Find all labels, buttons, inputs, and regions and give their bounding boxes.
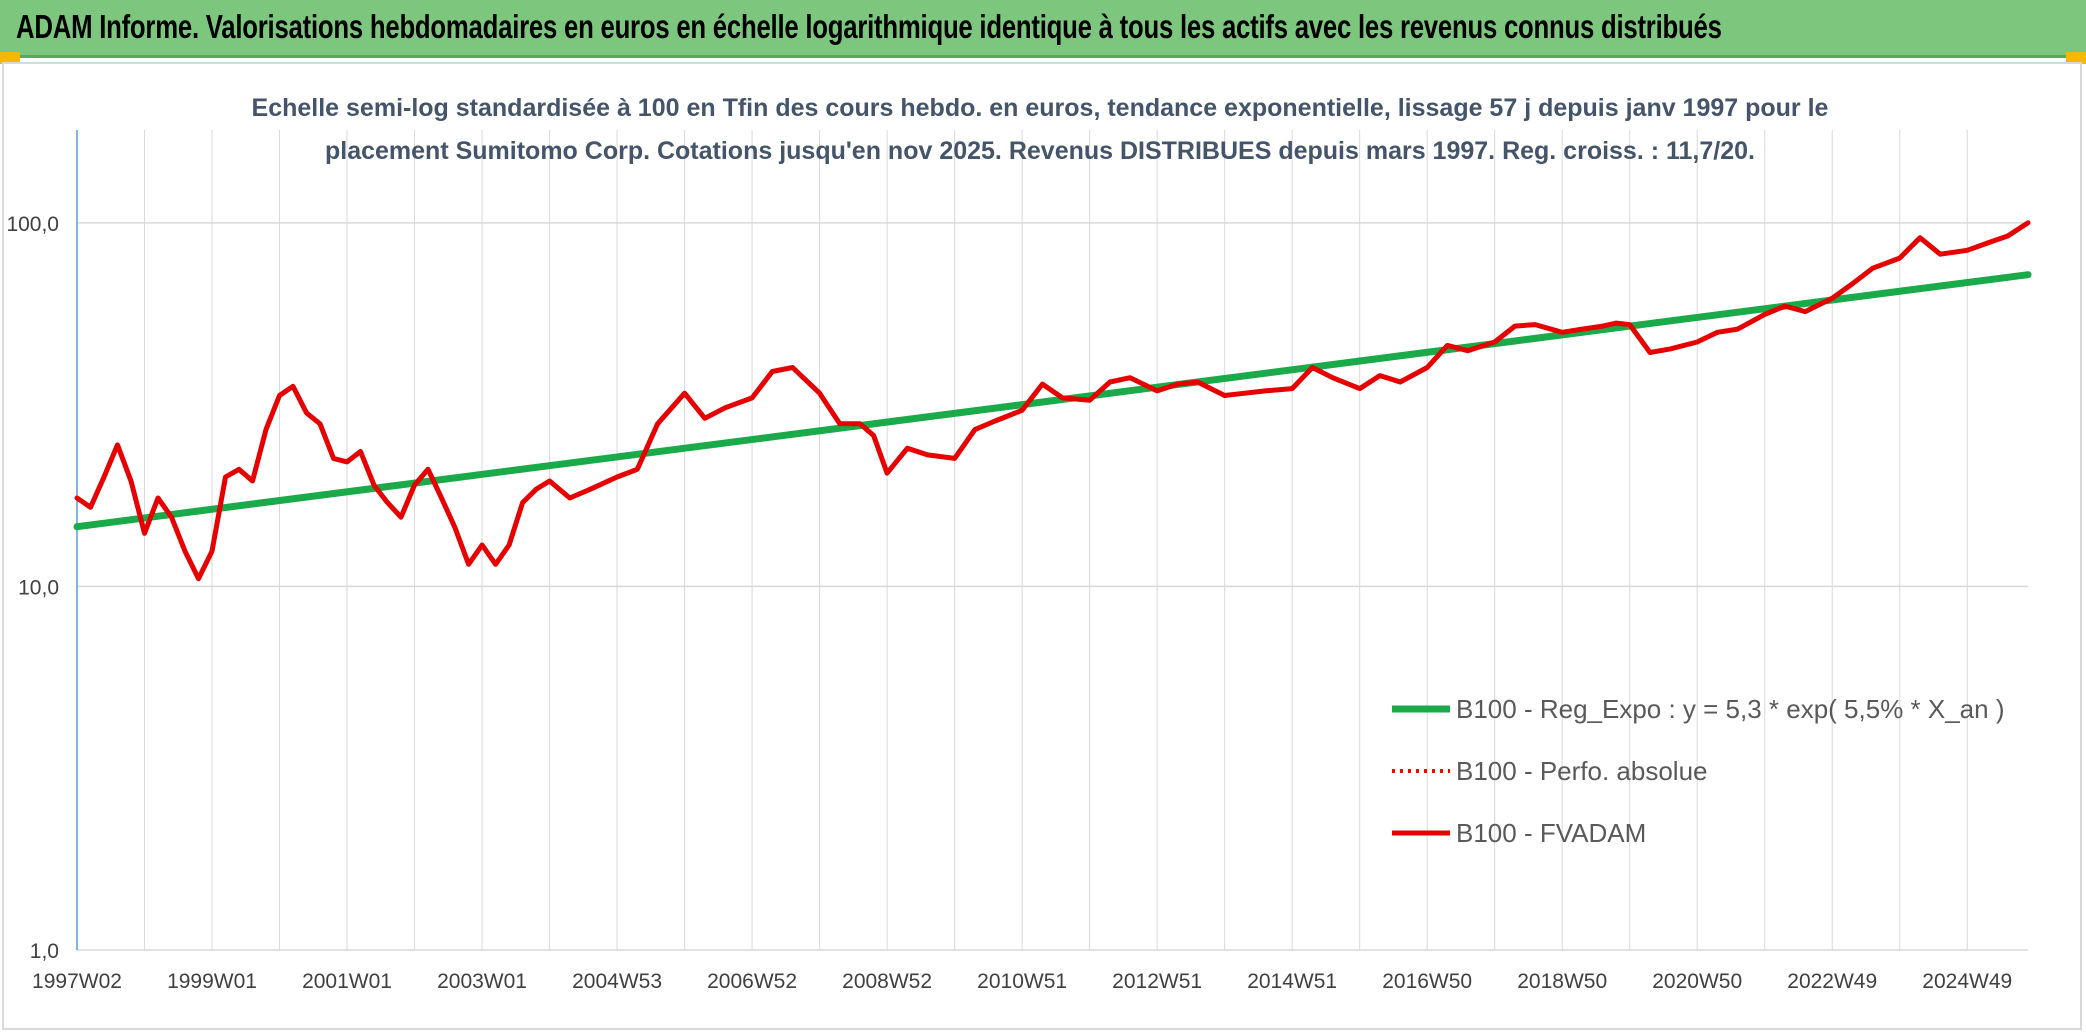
chart-subtitle-line-1: Echelle semi-log standardisée à 100 en T… bbox=[252, 94, 1829, 122]
chart-border bbox=[2, 62, 2082, 1030]
chart-subtitle-line-2: placement Sumitomo Corp. Cotations jusqu… bbox=[325, 137, 1755, 165]
legend: B100 - Reg_Expo : y = 5,3 * exp( 5,5% * … bbox=[1392, 694, 2005, 848]
header-bar: ADAM Informe. Valorisations hebdomadaire… bbox=[0, 0, 2086, 58]
x-tick-label: 2020W50 bbox=[1652, 970, 1742, 993]
x-tick-label: 2018W50 bbox=[1517, 970, 1607, 993]
x-tick-label: 2008W52 bbox=[842, 970, 932, 993]
y-tick-label: 10,0 bbox=[18, 576, 59, 599]
x-tick-label: 2012W51 bbox=[1112, 970, 1202, 993]
x-tick-label: 2014W51 bbox=[1247, 970, 1337, 993]
x-tick-label: 2010W51 bbox=[977, 970, 1067, 993]
series-layer bbox=[73, 220, 2032, 582]
chart-title: Echelle semi-log standardisée à 100 en T… bbox=[252, 94, 1829, 165]
x-tick-label: 2006W52 bbox=[707, 970, 797, 993]
x-tick-label: 2003W01 bbox=[437, 970, 527, 993]
grid-layer bbox=[76, 130, 2028, 951]
x-tick-label: 1997W02 bbox=[32, 970, 122, 993]
legend-label-fvadam: B100 - FVADAM bbox=[1456, 818, 1646, 848]
x-tick-label: 2016W50 bbox=[1382, 970, 1472, 993]
x-tick-label: 1999W01 bbox=[167, 970, 257, 993]
corner-marker-left bbox=[0, 52, 20, 64]
x-tick-label: 2001W01 bbox=[302, 970, 392, 993]
legend-label-trend: B100 - Reg_Expo : y = 5,3 * exp( 5,5% * … bbox=[1456, 694, 2005, 724]
series-line-2 bbox=[74, 220, 2031, 582]
corner-marker-right bbox=[2066, 52, 2086, 64]
x-tick-label: 2004W53 bbox=[572, 970, 662, 993]
series-line-0 bbox=[73, 271, 2032, 531]
x-tick-label: 2024W49 bbox=[1922, 970, 2012, 993]
header-title: ADAM Informe. Valorisations hebdomadaire… bbox=[16, 8, 1722, 45]
y-tick-label: 100,0 bbox=[6, 213, 59, 236]
legend-label-perf: B100 - Perfo. absolue bbox=[1456, 756, 1708, 786]
axis-layer: 1,0 10,0 100,0 1997W02 1999W01 2001W01 2003W01… bbox=[6, 130, 2012, 993]
y-tick-label: 1,0 bbox=[30, 940, 59, 963]
x-tick-label: 2022W49 bbox=[1787, 970, 1877, 993]
